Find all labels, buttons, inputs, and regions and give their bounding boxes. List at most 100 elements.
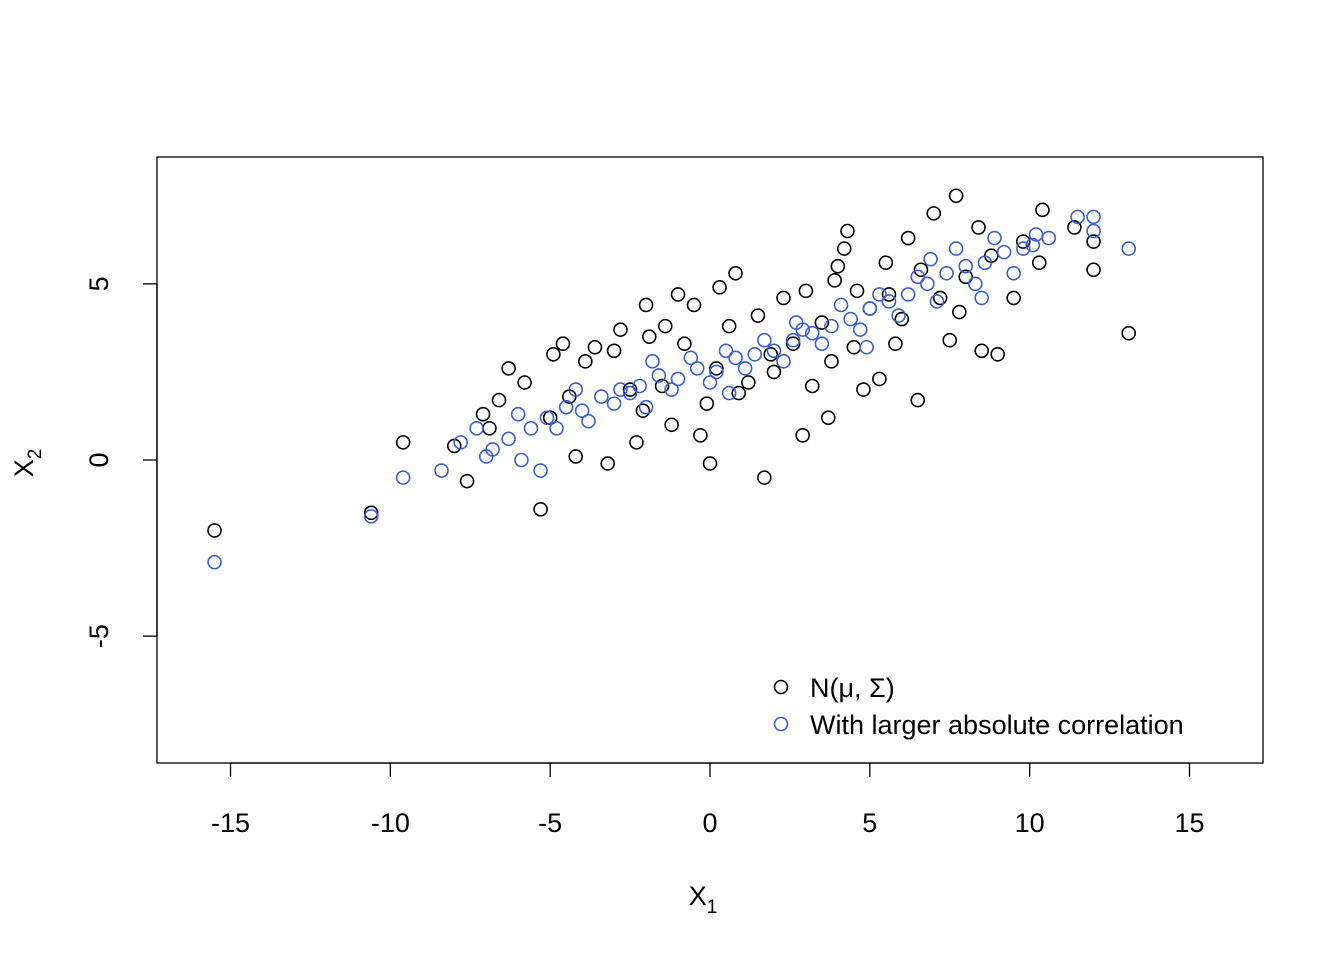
data-point [670, 287, 686, 302]
data-point [699, 396, 715, 411]
data-point [833, 297, 849, 313]
data-point [913, 262, 929, 278]
y-axis: -5 0 5 [84, 276, 158, 648]
data-point [721, 385, 737, 401]
data-point [843, 311, 858, 327]
series-normal [207, 188, 1137, 538]
data-point [683, 350, 699, 366]
data-point [766, 343, 782, 359]
y-axis-label-base: X [9, 459, 39, 477]
data-point [613, 382, 628, 397]
data-point [968, 276, 983, 292]
data-point [757, 470, 772, 485]
data-point [798, 283, 814, 299]
data-point [568, 382, 584, 397]
data-point [888, 336, 903, 352]
data-point [622, 385, 638, 401]
data-point [395, 470, 411, 485]
legend: N(μ, Σ) With larger absolute correlation [773, 673, 1184, 740]
data-point [814, 336, 830, 352]
data-point [578, 354, 593, 369]
data-point [881, 294, 897, 309]
data-point [1025, 237, 1041, 253]
data-point [731, 385, 747, 401]
data-point [990, 347, 1005, 362]
data-point [747, 347, 763, 362]
data-point [785, 336, 801, 352]
y-axis-label: X2 [9, 449, 46, 478]
x-axis-label-base: X [689, 881, 707, 911]
data-point [664, 382, 679, 397]
data-point [363, 505, 379, 521]
x-tick-label: -5 [538, 808, 562, 838]
data-point [677, 336, 692, 352]
data-point [987, 230, 1002, 246]
data-point [501, 361, 516, 376]
data-point [434, 463, 449, 478]
legend-marker-normal [773, 679, 789, 695]
data-point [804, 378, 820, 394]
data-point [929, 294, 945, 309]
data-point [638, 297, 654, 313]
data-point [581, 413, 596, 429]
data-point [594, 389, 609, 404]
points-layer [207, 188, 1137, 570]
data-point [555, 336, 571, 352]
data-point [891, 308, 906, 323]
x-axis: -15 -10 -5 0 5 10 15 [211, 762, 1205, 838]
data-point [862, 301, 878, 316]
data-point [689, 361, 705, 376]
x-tick-label: 0 [702, 808, 717, 838]
data-point [971, 220, 986, 235]
data-point [900, 230, 916, 246]
data-point [395, 435, 411, 450]
data-point [827, 273, 842, 288]
data-point [523, 420, 539, 436]
data-point [910, 392, 926, 408]
data-point [533, 463, 548, 478]
y-axis-label-sub: 2 [25, 449, 46, 460]
data-point [702, 375, 718, 390]
data-point [872, 287, 887, 302]
y-tick-label: 0 [84, 452, 114, 467]
y-tick-label: -5 [84, 624, 114, 648]
data-point [741, 375, 756, 390]
data-point [686, 297, 702, 313]
data-point [453, 435, 468, 450]
data-point [718, 343, 734, 359]
data-point [207, 523, 222, 538]
data-point [824, 318, 839, 334]
legend-marker-larger-correlation [773, 716, 789, 732]
data-point [632, 378, 647, 394]
series-larger-correlation [207, 209, 1137, 570]
data-point [622, 382, 638, 397]
data-point [1015, 241, 1031, 256]
data-point [709, 364, 724, 380]
data-point [568, 449, 584, 464]
data-point [846, 339, 862, 355]
data-point [948, 188, 964, 204]
data-point [836, 241, 852, 256]
data-point [482, 420, 497, 436]
data-point [840, 223, 855, 239]
data-point [849, 283, 865, 299]
data-point [587, 339, 603, 355]
data-point [709, 361, 724, 376]
data-point [600, 456, 616, 471]
data-point [920, 276, 935, 292]
data-point [894, 311, 910, 327]
data-point [712, 280, 727, 295]
data-point [1041, 230, 1057, 246]
data-point [475, 406, 491, 422]
data-point [1121, 241, 1137, 256]
data-point [1121, 325, 1137, 341]
data-point [974, 343, 990, 359]
data-point [1067, 220, 1082, 235]
data-point [728, 350, 743, 366]
data-point [1006, 265, 1021, 281]
data-point [1086, 223, 1101, 239]
data-point [852, 322, 868, 337]
data-point [207, 554, 222, 570]
data-point [1070, 209, 1085, 225]
